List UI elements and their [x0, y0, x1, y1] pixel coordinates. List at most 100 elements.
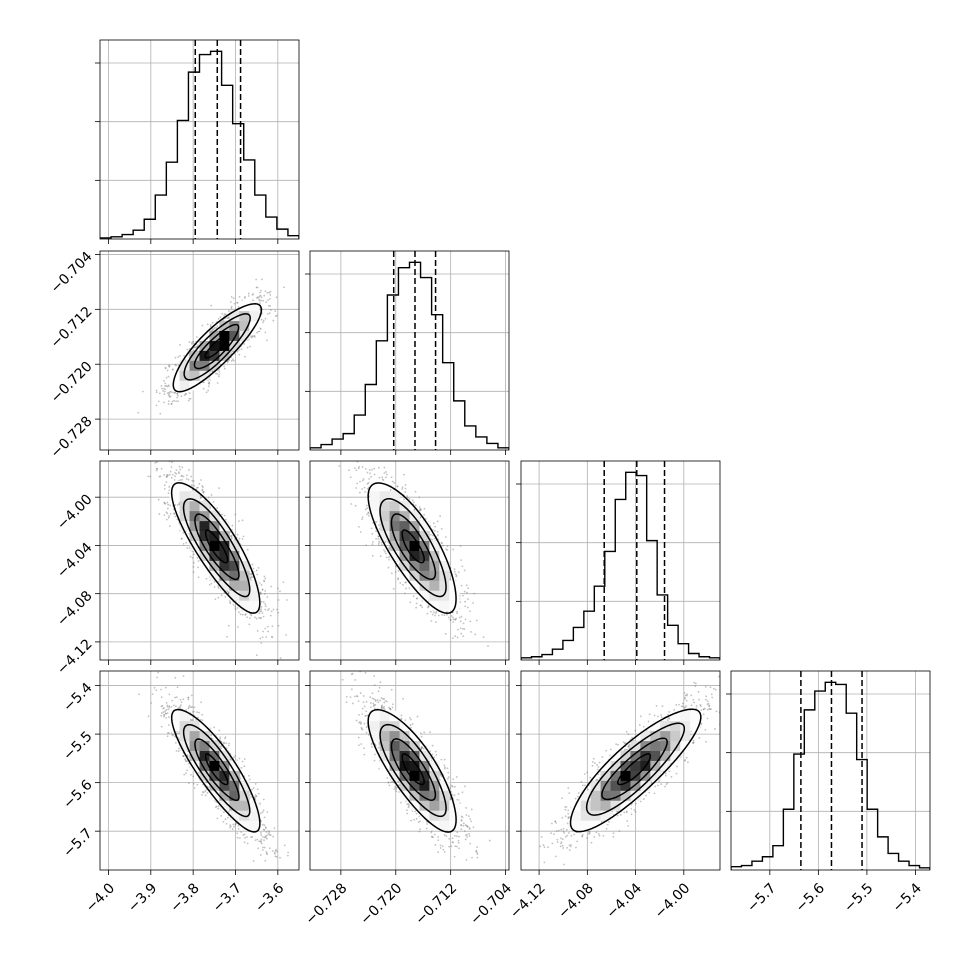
scatter-point [397, 569, 400, 572]
scatter-point [230, 759, 233, 761]
scatter-panel [305, 432, 510, 665]
scatter-point [260, 838, 263, 841]
scatter-point [264, 590, 267, 592]
x-tick-label: −4.00 [652, 880, 694, 922]
scatter-point [456, 612, 458, 615]
scatter-point [577, 792, 580, 794]
scatter-point [704, 685, 707, 688]
scatter-point [409, 601, 412, 604]
scatter-point [179, 704, 182, 707]
scatter-point [262, 630, 264, 633]
scatter-point [267, 299, 269, 301]
scatter-point [692, 698, 695, 701]
scatter-point [168, 395, 171, 398]
scatter-point [225, 742, 228, 745]
scatter-point [244, 355, 246, 358]
scatter-point [446, 611, 448, 613]
scatter-point [183, 354, 186, 357]
scatter-point [459, 627, 462, 630]
scatter-point [163, 393, 166, 396]
scatter-point [250, 335, 252, 338]
density-cell [219, 320, 230, 331]
y-tick-label: −5.6 [60, 777, 95, 812]
scatter-point [141, 390, 144, 393]
scatter-point [255, 569, 258, 572]
scatter-point [415, 812, 418, 815]
scatter-point [251, 563, 254, 566]
scatter-point [692, 739, 695, 742]
contour-line [379, 498, 447, 598]
scatter-point [231, 350, 233, 353]
scatter-point [164, 366, 167, 369]
density-cell [199, 370, 210, 381]
scatter-point [192, 711, 194, 713]
density-cell [209, 740, 220, 751]
scatter-point [266, 596, 269, 598]
scatter-point [361, 516, 364, 519]
scatter-point [201, 489, 204, 492]
scatter-panel [516, 670, 721, 875]
panel-content [539, 675, 720, 866]
density-cell [189, 750, 200, 761]
scatter-point [188, 469, 190, 471]
scatter-point [380, 706, 383, 709]
scatter-point [256, 573, 259, 576]
density-cell [379, 740, 390, 751]
scatter-point [221, 312, 223, 315]
scatter-point [664, 785, 666, 788]
scatter-point [380, 452, 382, 454]
scatter-point [262, 798, 265, 801]
scatter-point [239, 613, 242, 616]
scatter-point [706, 717, 709, 720]
scatter-point [163, 401, 166, 404]
scatter-point [459, 545, 462, 547]
scatter-point [433, 529, 436, 532]
scatter-point [594, 762, 596, 765]
density-cell [449, 810, 460, 821]
axes-frame [99, 250, 300, 451]
scatter-point [387, 781, 390, 784]
density-cell [409, 530, 420, 541]
scatter-point [241, 519, 244, 522]
scatter-point [377, 524, 380, 526]
density-cell [169, 710, 180, 722]
scatter-point [222, 820, 225, 823]
scatter-point [711, 696, 714, 699]
scatter-point [164, 388, 167, 391]
density-cell [209, 550, 220, 561]
scatter-point [192, 571, 195, 574]
scatter-point [360, 743, 363, 745]
scatter-point [250, 614, 253, 617]
scatter-point [391, 703, 394, 706]
scatter-point [597, 766, 600, 768]
scatter-point [462, 822, 465, 825]
scatter-point [461, 816, 464, 819]
scatter-point [562, 827, 565, 830]
scatter-point [443, 834, 446, 836]
scatter-point [395, 790, 398, 793]
density-cell [219, 800, 230, 811]
scatter-point [565, 828, 568, 831]
contour-line [585, 722, 686, 816]
scatter-point [419, 820, 422, 823]
scatter-point [180, 538, 183, 540]
scatter-point [226, 360, 229, 363]
density-cell [239, 780, 250, 791]
scatter-point [634, 729, 637, 732]
scatter-point [369, 696, 372, 698]
scatter-point [219, 736, 222, 739]
scatter-point [653, 714, 656, 717]
scatter-point [327, 432, 329, 434]
scatter-point [177, 750, 180, 752]
scatter-point [168, 365, 171, 368]
scatter-point [623, 811, 626, 814]
scatter-point [457, 841, 460, 844]
scatter-point [547, 846, 549, 849]
scatter-point [217, 585, 220, 587]
scatter-point [244, 613, 247, 616]
scatter-point [705, 698, 707, 701]
scatter-point [223, 315, 225, 317]
density-cell [229, 560, 240, 571]
scatter-point [185, 541, 188, 544]
scatter-point [160, 696, 163, 699]
